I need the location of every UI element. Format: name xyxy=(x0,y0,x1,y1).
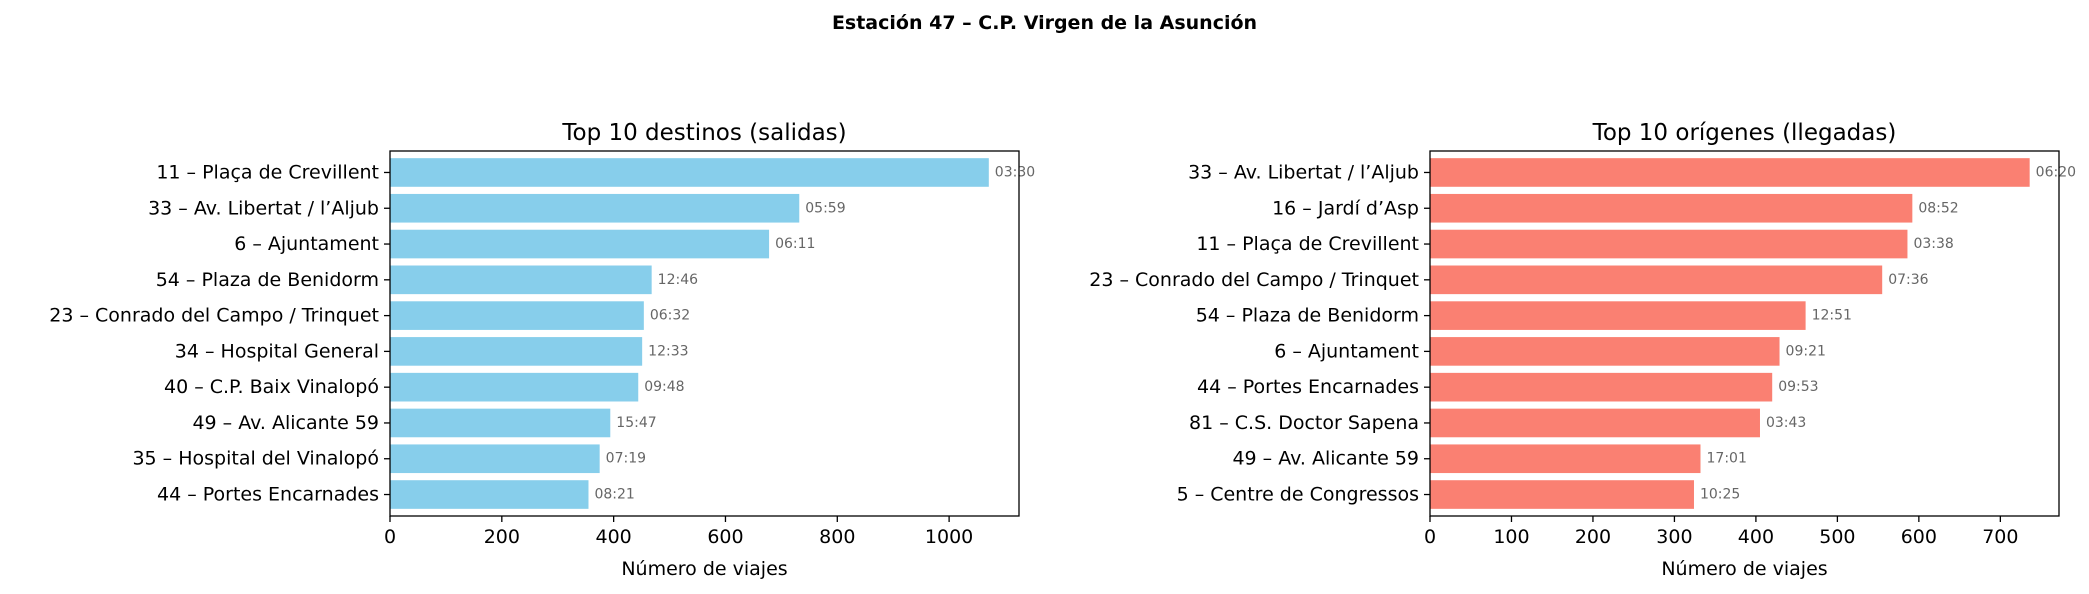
bar xyxy=(390,408,611,438)
bar xyxy=(1430,158,2030,187)
bar xyxy=(1430,408,1760,438)
x-axis-label: Número de viajes xyxy=(621,558,787,580)
bar xyxy=(390,337,643,366)
x-tick-label: 500 xyxy=(1819,526,1855,548)
category-label: 11 – Plaça de Crevillent xyxy=(1196,233,1419,255)
chart-title: Top 10 orígenes (llegadas) xyxy=(1592,120,1897,146)
bar-value-label: 07:19 xyxy=(606,451,646,467)
x-tick-label: 400 xyxy=(1738,526,1774,548)
bar-value-label: 15:47 xyxy=(616,415,656,431)
bar-value-label: 09:21 xyxy=(1786,343,1826,359)
bar xyxy=(1430,480,1694,509)
x-tick-label: 200 xyxy=(484,526,520,548)
bar-value-label: 12:51 xyxy=(1812,308,1852,324)
bar xyxy=(1430,337,1780,366)
category-label: 33 – Av. Libertat / l’Aljub xyxy=(1188,161,1419,183)
bar-value-label: 17:01 xyxy=(1707,451,1747,467)
figure-title: Estación 47 – C.P. Virgen de la Asunción xyxy=(831,12,1258,34)
bar xyxy=(1430,444,1701,474)
bar-value-label: 03:38 xyxy=(1913,236,1953,252)
bar xyxy=(390,193,800,223)
bar xyxy=(390,480,589,509)
bar-value-label: 07:36 xyxy=(1888,272,1928,288)
category-label: 81 – C.S. Doctor Sapena xyxy=(1189,412,1419,434)
chart-panel-1: 11 – Plaça de Crevillent 03:30 33 – Av. Li… xyxy=(49,120,1035,580)
category-label: 34 – Hospital General xyxy=(175,340,379,362)
x-tick-label: 600 xyxy=(707,526,743,548)
category-label: 16 – Jardí d’Asp xyxy=(1272,197,1419,219)
axes-frame xyxy=(389,150,1020,517)
category-label: 49 – Av. Alicante 59 xyxy=(1232,448,1419,470)
category-label: 5 – Centre de Congressos xyxy=(1177,484,1419,506)
bar xyxy=(1430,229,1908,259)
x-tick-label: 200 xyxy=(1575,526,1611,548)
bar-value-label: 10:25 xyxy=(1700,487,1740,503)
bar-value-label: 06:32 xyxy=(650,308,690,324)
bar-value-label: 09:48 xyxy=(644,379,684,395)
x-tick-label: 0 xyxy=(384,526,396,548)
x-tick-label: 100 xyxy=(1493,526,1529,548)
x-tick-label: 300 xyxy=(1656,526,1692,548)
bar-value-label: 05:59 xyxy=(805,200,845,216)
axes-frame xyxy=(1429,150,2060,517)
category-label: 23 – Conrado del Campo / Trinquet xyxy=(49,305,379,327)
bar-value-label: 06:11 xyxy=(775,236,815,252)
category-label: 44 – Portes Encarnades xyxy=(157,484,379,506)
bar xyxy=(390,372,639,402)
bar-value-label: 12:33 xyxy=(648,343,688,359)
bar-value-label: 03:43 xyxy=(1766,415,1806,431)
x-tick-label: 1000 xyxy=(925,526,973,548)
x-tick-label: 0 xyxy=(1424,526,1436,548)
category-label: 49 – Av. Alicante 59 xyxy=(192,412,379,434)
x-tick-label: 800 xyxy=(819,526,855,548)
category-label: 40 – C.P. Baix Vinalopó xyxy=(164,376,379,398)
bar-value-label: 06:20 xyxy=(2036,164,2076,180)
category-label: 35 – Hospital del Vinalopó xyxy=(132,448,379,470)
chart-title: Top 10 destinos (salidas) xyxy=(561,120,846,146)
bar xyxy=(1430,265,1883,295)
category-label: 23 – Conrado del Campo / Trinquet xyxy=(1089,269,1419,291)
bar xyxy=(1430,301,1806,330)
category-label: 11 – Plaça de Crevillent xyxy=(156,161,379,183)
category-label: 6 – Ajuntament xyxy=(234,233,379,255)
x-tick-label: 700 xyxy=(1982,526,2018,548)
category-label: 54 – Plaza de Benidorm xyxy=(1196,305,1419,327)
bar xyxy=(390,444,600,474)
category-label: 6 – Ajuntament xyxy=(1274,340,1419,362)
category-label: 44 – Portes Encarnades xyxy=(1197,376,1419,398)
bar-value-label: 09:53 xyxy=(1778,379,1818,395)
x-tick-label: 400 xyxy=(596,526,632,548)
bar xyxy=(390,229,770,259)
bar-value-label: 08:21 xyxy=(594,487,634,503)
x-axis-label: Número de viajes xyxy=(1661,558,1827,580)
x-tick-label: 600 xyxy=(1901,526,1937,548)
bar xyxy=(390,301,644,330)
bar-value-label: 03:30 xyxy=(995,164,1035,180)
category-label: 54 – Plaza de Benidorm xyxy=(156,269,379,291)
bar xyxy=(390,265,652,295)
bar-value-label: 08:52 xyxy=(1918,200,1958,216)
bar xyxy=(1430,372,1773,402)
category-label: 33 – Av. Libertat / l’Aljub xyxy=(148,197,379,219)
bar-value-label: 12:46 xyxy=(658,272,698,288)
bar xyxy=(1430,193,1913,223)
bar xyxy=(390,158,989,187)
chart-panel-2: 33 – Av. Libertat / l’Aljub 06:20 16 – Jar… xyxy=(1089,120,2076,580)
